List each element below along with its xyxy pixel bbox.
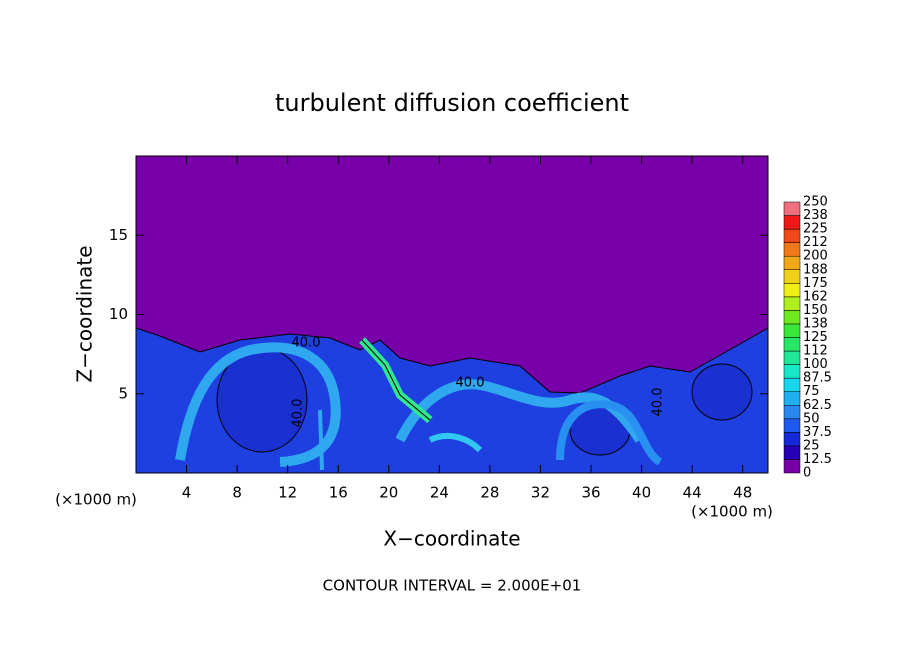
colorbar-label: 125 [803,330,828,345]
x-unit: (×1000 m) [55,491,137,509]
colorbar-label: 25 [803,438,820,453]
colorbar-label: 175 [803,276,828,291]
colorbar-band [783,432,801,447]
colorbar-label: 212 [803,235,828,250]
x-tick-label: 40 [632,484,651,502]
colorbar-label: 12.5 [803,452,832,467]
colorbar-label: 188 [803,262,828,277]
x-unit: (×1000 m) [691,503,773,521]
colorbar-band [783,405,801,420]
colorbar-band [783,445,801,460]
x-tick-label: 20 [379,484,398,502]
x-tick-label: 4 [182,484,192,502]
colorbar-label: 225 [803,222,828,237]
y-tick-label: 15 [109,226,128,244]
colorbar-band [783,283,801,298]
colorbar-label: 62.5 [803,398,832,413]
colorbar-band [783,228,801,243]
colorbar-label: 112 [803,344,828,359]
x-tick-label: 36 [581,484,600,502]
colorbar-label: 200 [803,249,828,264]
contour-label: 40.0 [651,388,666,417]
colorbar-band [783,350,801,365]
colorbar-label: 100 [803,357,828,372]
x-tick-label: 32 [531,484,550,502]
colorbar-band [783,255,801,271]
colorbar-band [783,391,801,406]
colorbar-label: 250 [803,195,828,210]
colorbar-label: 162 [803,289,828,304]
x-axis-label: X−coordinate [383,527,520,551]
contour-label: 40.0 [456,376,485,391]
y-tick-label: 10 [109,305,128,323]
colorbar-band [783,337,801,352]
colorbar-band [783,269,801,284]
contour-label: 40.0 [291,399,306,428]
colorbar-band [783,310,801,325]
colorbar-band [783,201,801,216]
contour-label: 40.0 [292,336,321,351]
chart-title: turbulent diffusion coefficient [275,89,629,117]
y-tick-label: 5 [118,384,128,402]
colorbar-label: 0 [803,466,811,481]
x-tick-label: 48 [733,484,752,502]
field [136,156,768,473]
x-tick-label: 24 [430,484,449,502]
colorbar-band [783,377,801,392]
colorbar-band [783,459,801,474]
colorbar-band [783,418,801,433]
colorbar-label: 138 [803,316,828,331]
colorbar-band [783,296,801,311]
colorbar-label: 37.5 [803,425,832,440]
colorbar-band [783,364,801,379]
colorbar-label: 238 [803,208,828,223]
colorbar-band [783,215,801,230]
colorbar-label: 150 [803,303,828,318]
colorbar-label: 50 [803,411,820,426]
x-tick-label: 8 [232,484,242,502]
footnote: CONTOUR INTERVAL = 2.000E+01 [323,577,582,595]
colorbar-band [783,323,801,338]
x-tick-label: 16 [329,484,348,502]
x-tick-label: 44 [683,484,702,502]
x-tick-label: 12 [278,484,297,502]
colorbar-label: 75 [803,384,820,399]
colorbar-band [783,242,801,257]
x-tick-label: 28 [480,484,499,502]
y-axis-label: Z−coordinate [73,245,97,382]
colorbar-label: 87.5 [803,371,832,386]
